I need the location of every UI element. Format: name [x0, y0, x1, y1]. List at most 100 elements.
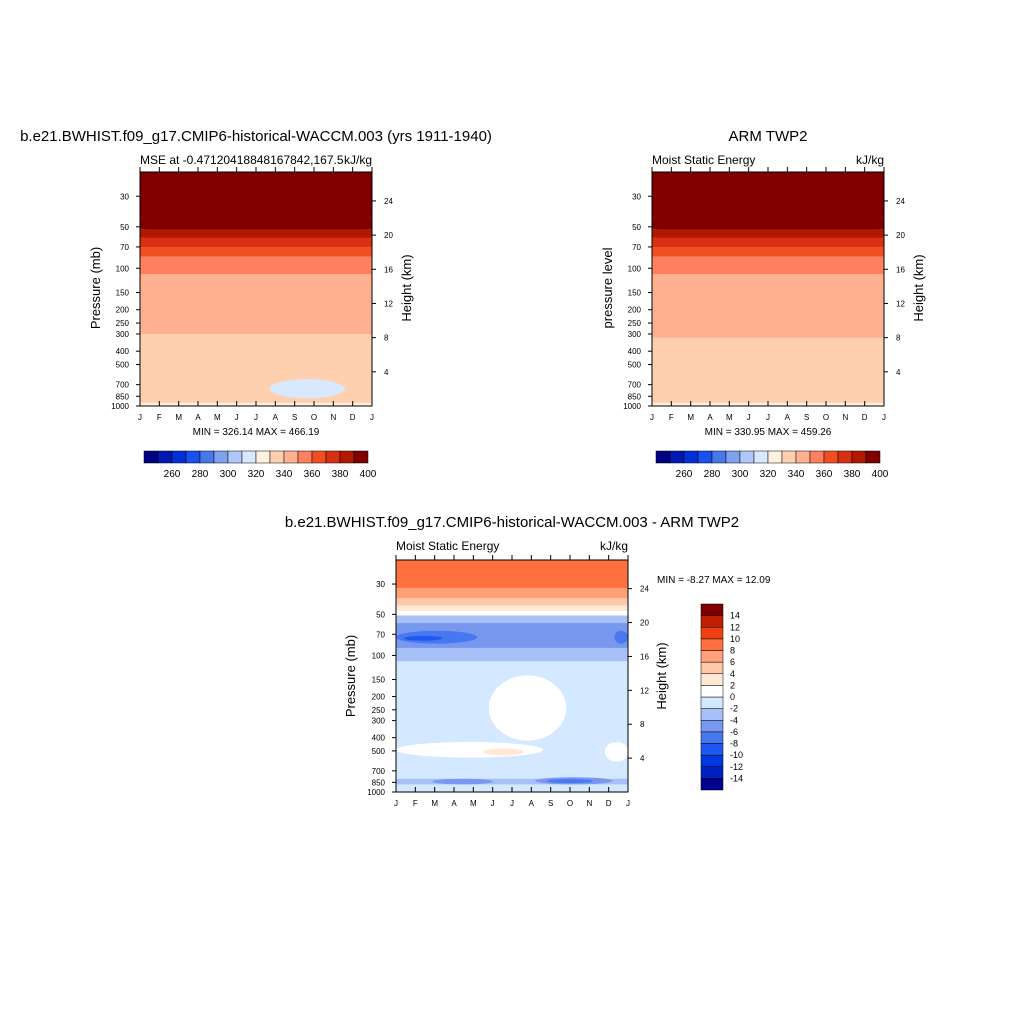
x-tick-label: M [726, 413, 733, 422]
height-tick-label: 12 [384, 299, 393, 308]
y-tick-label: 1000 [367, 788, 385, 797]
colorbar-label: 2 [730, 680, 735, 690]
colorbar-box [700, 754, 724, 767]
x-tick-label: N [586, 799, 592, 808]
height-tick-label: 4 [640, 754, 645, 763]
x-tick-label: S [548, 799, 553, 808]
colorbar-box [185, 450, 201, 464]
colorbar-label: 320 [760, 469, 777, 480]
colorbar-label: 400 [360, 469, 377, 480]
colorbar-box [711, 450, 727, 464]
contour-band [396, 623, 628, 651]
y-tick-label: 400 [372, 734, 386, 743]
colorbar-box [283, 450, 299, 464]
panel1-subtitle-left: MSE at -0.47120418848167842,167.5 [140, 153, 344, 167]
y-tick-label: 200 [628, 306, 642, 315]
colorbar-box [725, 450, 741, 464]
contour-band [396, 647, 628, 664]
y-tick-label: 70 [376, 630, 385, 639]
colorbar-box [697, 450, 713, 464]
x-tick-label: F [669, 413, 674, 422]
colorbar-box [353, 450, 369, 464]
x-tick-label: D [862, 413, 868, 422]
x-tick-label: J [235, 413, 239, 422]
colorbar-box [199, 450, 215, 464]
colorbar-label: -6 [730, 727, 738, 737]
height-tick-label: 4 [384, 368, 389, 377]
x-tick-label: O [311, 413, 317, 422]
x-tick-label: A [195, 413, 201, 422]
colorbar-box [700, 638, 724, 651]
contour-band [652, 256, 884, 278]
colorbar-box [823, 450, 839, 464]
panel3-subtitle-left: Moist Static Energy [396, 539, 499, 553]
x-tick-label: O [823, 413, 829, 422]
height-tick-label: 16 [384, 265, 393, 274]
colorbar-box [700, 708, 724, 721]
height-tick-label: 24 [640, 585, 649, 594]
contour-band [652, 274, 884, 342]
panel3-ylabel: Pressure (mb) [343, 635, 358, 717]
contour-patch [396, 742, 543, 758]
y-tick-label: 700 [116, 381, 130, 390]
contour-patch [483, 748, 524, 756]
colorbar-label: 4 [730, 669, 735, 679]
x-tick-label: F [413, 799, 418, 808]
contour-patch [269, 379, 345, 399]
y-tick-label: 500 [628, 361, 642, 370]
colorbar-box [227, 450, 243, 464]
height-tick-label: 4 [896, 368, 901, 377]
panel1-ylabel: Pressure (mb) [88, 247, 103, 329]
colorbar-label: 260 [676, 469, 693, 480]
colorbar-box [255, 450, 271, 464]
colorbar-label: 360 [304, 469, 321, 480]
contour-patch [546, 779, 594, 784]
colorbar-box [781, 450, 797, 464]
colorbar-label: 400 [872, 469, 889, 480]
colorbar-box [851, 450, 867, 464]
y-tick-label: 100 [372, 651, 386, 660]
x-tick-label: J [510, 799, 514, 808]
contour-patch [488, 675, 567, 741]
x-tick-label: D [606, 799, 612, 808]
y-tick-label: 850 [116, 392, 130, 401]
y-tick-label: 30 [120, 192, 129, 201]
panel2-plot: J F M A M J J A S O N D J 30 50 70 100 150 200 250 300 400 500… [623, 167, 905, 422]
colorbar-box [700, 685, 724, 698]
y-tick-label: 700 [372, 767, 386, 776]
y-tick-label: 250 [116, 319, 130, 328]
panel1-colorbar: 260 280 300 320 340 360 380 400 [143, 450, 377, 480]
panel1-ylabel-right: Height (km) [399, 254, 414, 321]
height-tick-label: 12 [896, 299, 905, 308]
colorbar-box [700, 766, 724, 779]
colorbar-box [655, 450, 671, 464]
x-tick-label: D [350, 413, 356, 422]
colorbar-box [700, 603, 724, 616]
contour-band [396, 560, 628, 591]
colorbar-label: 340 [788, 469, 805, 480]
height-tick-label: 24 [384, 197, 393, 206]
y-tick-label: 400 [628, 347, 642, 356]
colorbar-box [865, 450, 881, 464]
y-tick-label: 50 [120, 223, 129, 232]
height-tick-label: 16 [640, 652, 649, 661]
colorbar-box [669, 450, 685, 464]
y-tick-label: 850 [628, 392, 642, 401]
x-tick-label: J [138, 413, 142, 422]
x-tick-label: J [882, 413, 886, 422]
y-tick-label: 150 [372, 675, 386, 684]
y-tick-label: 500 [372, 747, 386, 756]
contour-band [140, 172, 372, 222]
colorbar-label: -2 [730, 704, 738, 714]
x-tick-label: J [254, 413, 258, 422]
panel1-title: b.e21.BWHIST.f09_g17.CMIP6-historical-WA… [20, 128, 492, 145]
colorbar-box [683, 450, 699, 464]
contour-band [140, 217, 372, 233]
y-tick-label: 300 [372, 717, 386, 726]
contour-patch [614, 630, 628, 644]
colorbar-box [837, 450, 853, 464]
colorbar-box [325, 450, 341, 464]
colorbar-label: -12 [730, 762, 743, 772]
height-tick-label: 8 [640, 720, 645, 729]
